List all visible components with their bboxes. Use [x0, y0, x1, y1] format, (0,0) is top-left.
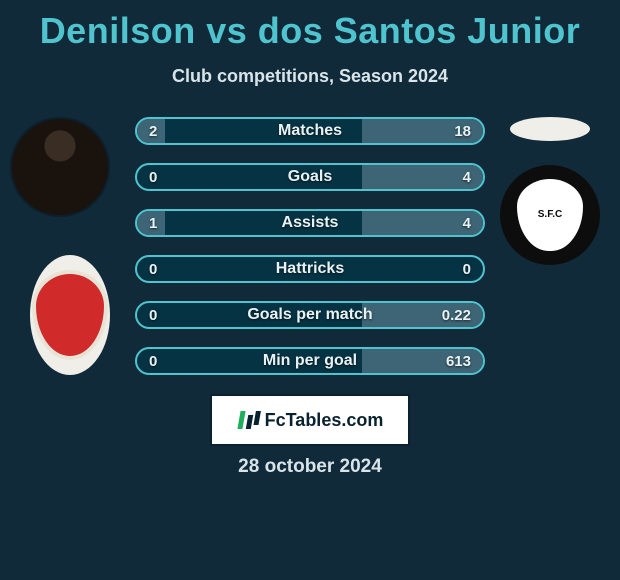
stat-bar-row: Matches2 18 — [135, 117, 485, 145]
stat-bar-row: Goals0 4 — [135, 163, 485, 191]
club-right-initials: S.F.C — [538, 210, 562, 220]
branding-box: FcTables.com — [210, 394, 410, 446]
stat-bar-label: Matches — [137, 119, 483, 143]
stat-bar-row: Assists1 4 — [135, 209, 485, 237]
stat-bar-value-left: 2 — [149, 119, 157, 143]
branding-text: FcTables.com — [265, 410, 384, 431]
page-title: Denilson vs dos Santos Junior — [0, 0, 620, 52]
club-left-shield-icon — [32, 270, 108, 360]
player-right-avatar — [510, 117, 590, 141]
stat-bar-value-right: 4 — [463, 165, 471, 189]
stat-bar-label: Hattricks — [137, 257, 483, 281]
club-right-shield-icon: S.F.C — [517, 179, 583, 251]
stat-bar-value-right: 0.22 — [442, 303, 471, 327]
stat-bar-value-left: 0 — [149, 349, 157, 373]
stat-bar-label: Goals per match — [137, 303, 483, 327]
stat-bar-value-left: 0 — [149, 303, 157, 327]
stat-bar-value-right: 4 — [463, 211, 471, 235]
stat-bar-row: Min per goal0 613 — [135, 347, 485, 375]
stat-bar-value-left: 0 — [149, 257, 157, 281]
stat-bar-row: Goals per match0 0.22 — [135, 301, 485, 329]
stat-bar-value-left: 1 — [149, 211, 157, 235]
stat-bar-label: Assists — [137, 211, 483, 235]
stat-bar-value-left: 0 — [149, 165, 157, 189]
stat-bar-label: Min per goal — [137, 349, 483, 373]
stat-bars-container: Matches218Goals04Assists14Hattricks00Goa… — [135, 117, 485, 393]
date-text: 28 october 2024 — [0, 456, 620, 478]
club-right-badge: S.F.C — [500, 165, 600, 265]
player-left-avatar — [10, 117, 110, 217]
page-subtitle: Club competitions, Season 2024 — [0, 66, 620, 87]
stat-bar-value-right: 0 — [463, 257, 471, 281]
stat-bar-value-right: 18 — [454, 119, 471, 143]
stat-bar-value-right: 613 — [446, 349, 471, 373]
fctables-logo-icon — [237, 409, 259, 431]
stat-bar-label: Goals — [137, 165, 483, 189]
stat-bar-row: Hattricks0 0 — [135, 255, 485, 283]
club-left-badge — [30, 255, 110, 375]
